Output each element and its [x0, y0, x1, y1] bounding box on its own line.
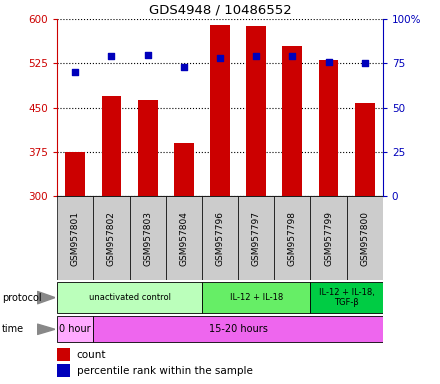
Bar [166, 196, 202, 280]
Bar [311, 196, 347, 280]
Bar [93, 316, 383, 342]
Bar [282, 46, 302, 196]
Text: GSM957799: GSM957799 [324, 210, 333, 266]
Text: 0 hour: 0 hour [59, 324, 91, 334]
Text: GSM957802: GSM957802 [107, 211, 116, 265]
Text: 15-20 hours: 15-20 hours [209, 324, 268, 334]
Point [144, 51, 151, 58]
Text: GSM957798: GSM957798 [288, 210, 297, 266]
Point [289, 53, 296, 60]
Bar [93, 196, 129, 280]
Bar [319, 60, 338, 196]
Bar [102, 96, 121, 196]
Bar [202, 282, 311, 313]
Point [325, 58, 332, 65]
Bar [66, 152, 85, 196]
Bar [202, 196, 238, 280]
Bar [238, 196, 274, 280]
Bar [246, 26, 266, 196]
Text: GSM957804: GSM957804 [180, 211, 188, 265]
Point [72, 69, 79, 75]
Text: percentile rank within the sample: percentile rank within the sample [77, 366, 253, 376]
Point [361, 60, 368, 66]
Bar [138, 101, 158, 196]
Bar [57, 316, 93, 342]
Text: IL-12 + IL-18: IL-12 + IL-18 [230, 293, 283, 302]
Text: GSM957797: GSM957797 [252, 210, 260, 266]
Bar [274, 196, 311, 280]
Text: time: time [2, 324, 24, 334]
Text: unactivated control: unactivated control [88, 293, 171, 302]
Text: IL-12 + IL-18,
TGF-β: IL-12 + IL-18, TGF-β [319, 288, 374, 307]
Point [216, 55, 224, 61]
Point [180, 64, 187, 70]
Bar [311, 282, 383, 313]
Text: GSM957801: GSM957801 [71, 210, 80, 266]
Bar [129, 196, 166, 280]
Bar [57, 196, 93, 280]
Bar [57, 348, 70, 361]
Text: protocol: protocol [2, 293, 42, 303]
Text: GSM957796: GSM957796 [216, 210, 224, 266]
Title: GDS4948 / 10486552: GDS4948 / 10486552 [149, 3, 291, 17]
Bar [210, 25, 230, 196]
Bar [347, 196, 383, 280]
Polygon shape [37, 324, 55, 334]
Text: count: count [77, 349, 106, 359]
Bar [174, 143, 194, 196]
Text: GSM957800: GSM957800 [360, 210, 369, 266]
Bar [355, 103, 375, 196]
Point [108, 53, 115, 60]
Polygon shape [37, 291, 55, 304]
Bar [57, 364, 70, 377]
Text: GSM957803: GSM957803 [143, 210, 152, 266]
Bar [57, 282, 202, 313]
Point [253, 53, 260, 60]
